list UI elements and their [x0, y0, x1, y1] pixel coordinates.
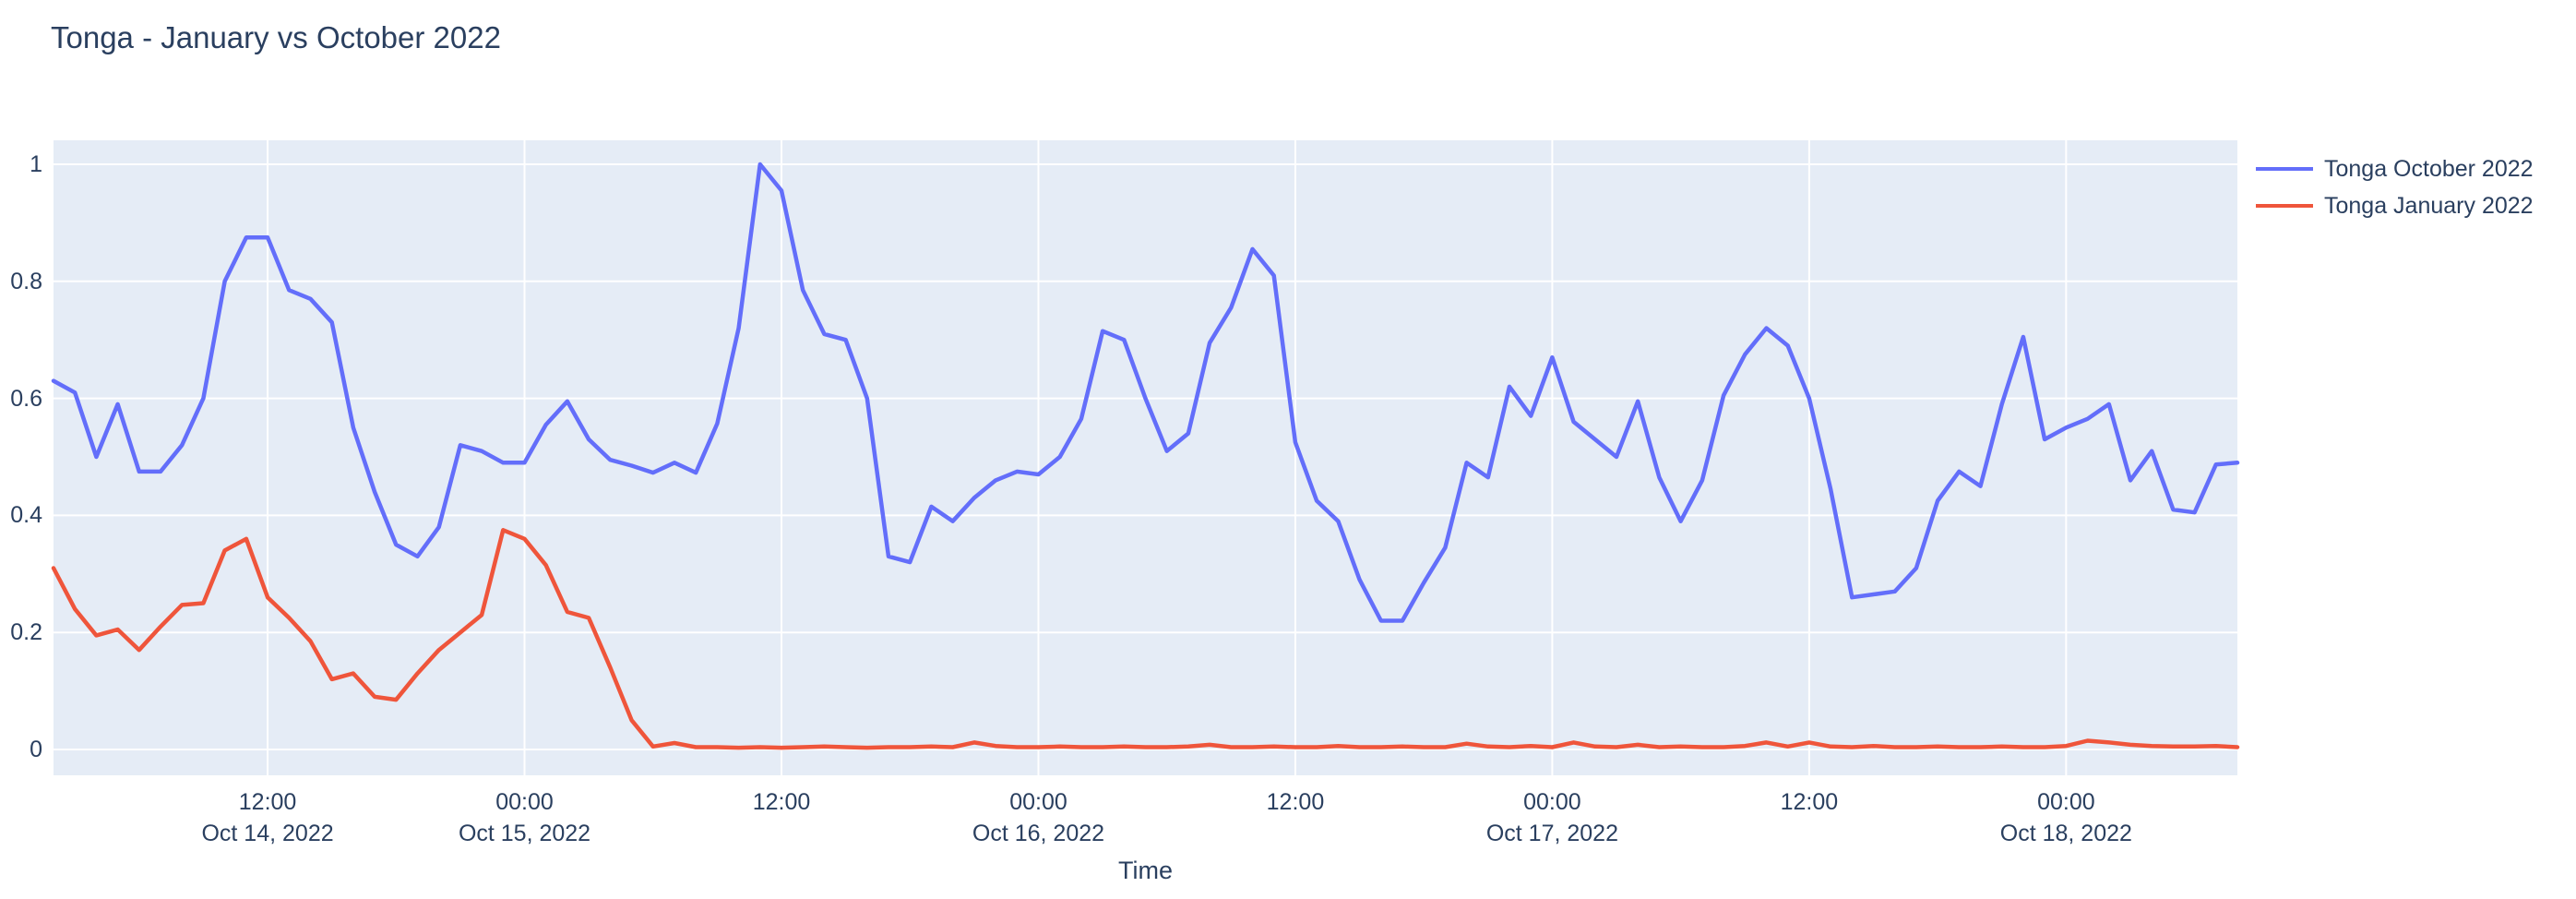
x-tick-oct16-0000: 00:00 Oct 16, 2022 [918, 786, 1158, 849]
series-line-january [51, 528, 2240, 750]
legend-item-january[interactable]: Tonga January 2022 [2256, 187, 2534, 224]
x-tick-time: 12:00 [238, 789, 297, 815]
x-tick-date: Oct 15, 2022 [458, 821, 591, 846]
legend: Tonga October 2022 Tonga January 2022 [2256, 150, 2534, 224]
x-tick-oct16-1200: 12:00 [1175, 786, 1415, 818]
x-tick-oct18-0000: 00:00 Oct 18, 2022 [1946, 786, 2186, 849]
legend-line-swatch-january [2256, 204, 2313, 208]
x-tick-oct15-0000: 00:00 Oct 15, 2022 [405, 786, 645, 849]
x-tick-time: 12:00 [1266, 789, 1325, 815]
series-line-october [51, 162, 2240, 623]
y-tick-label-0_8: 0.8 [10, 268, 42, 294]
vertical-gridlines [267, 140, 2068, 775]
plot-background [54, 140, 2237, 775]
x-tick-oct17-0000: 00:00 Oct 17, 2022 [1432, 786, 1672, 849]
x-tick-oct15-1200: 12:00 [662, 786, 901, 818]
legend-line-swatch-october [2256, 167, 2313, 171]
legend-item-october[interactable]: Tonga October 2022 [2256, 150, 2534, 187]
x-tick-date: Oct 17, 2022 [1485, 821, 1618, 846]
x-tick-time: 12:00 [1780, 789, 1839, 815]
y-tick-label-0_4: 0.4 [10, 502, 42, 529]
y-tick-label-0: 0 [30, 737, 42, 762]
y-tick-label-0_6: 0.6 [10, 385, 42, 412]
x-tick-date: Oct 14, 2022 [201, 821, 334, 846]
y-tick-label-0_2: 0.2 [10, 619, 42, 646]
chart-title: Tonga - January vs October 2022 [51, 20, 501, 54]
x-tick-time: 00:00 [1009, 789, 1067, 815]
x-axis-title: Time [1118, 857, 1173, 884]
legend-label: Tonga October 2022 [2324, 155, 2534, 182]
legend-label: Tonga January 2022 [2324, 192, 2534, 219]
x-tick-oct14-1200: 12:00 Oct 14, 2022 [148, 786, 388, 849]
y-tick-label-1: 1 [30, 151, 42, 177]
x-tick-oct17-1200: 12:00 [1689, 786, 1929, 818]
x-tick-date: Oct 16, 2022 [972, 821, 1105, 846]
x-tick-time: 12:00 [752, 789, 811, 815]
x-tick-date: Oct 18, 2022 [1999, 821, 2132, 846]
x-tick-time: 00:00 [2037, 789, 2095, 815]
x-tick-time: 00:00 [1523, 789, 1581, 815]
x-tick-time: 00:00 [495, 789, 554, 815]
